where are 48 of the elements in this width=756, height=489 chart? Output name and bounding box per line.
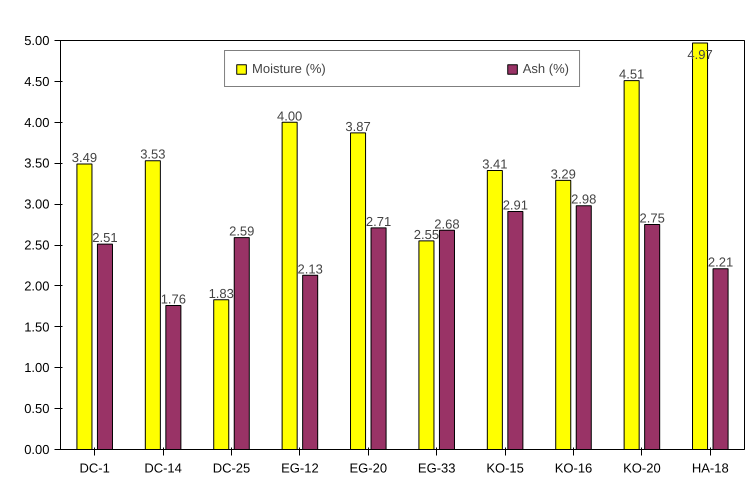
data-label: 2.21 bbox=[708, 254, 734, 270]
bar bbox=[302, 274, 318, 450]
y-tick-label: 2.00 bbox=[24, 278, 50, 294]
data-label: 1.76 bbox=[160, 292, 186, 307]
y-tick-label: 5.00 bbox=[24, 33, 50, 48]
y-tick-label: 0.50 bbox=[24, 401, 50, 416]
data-label: 2.98 bbox=[571, 192, 596, 207]
y-tick-label: 3.50 bbox=[24, 156, 50, 171]
x-tick-label: KO-16 bbox=[554, 460, 592, 476]
bar bbox=[350, 132, 366, 450]
data-label: 2.59 bbox=[229, 224, 254, 239]
x-tick-label: HA-18 bbox=[692, 460, 729, 476]
data-label: 2.71 bbox=[366, 214, 392, 229]
data-label: 3.41 bbox=[482, 156, 508, 172]
y-tick-label: 3.00 bbox=[24, 196, 50, 212]
x-tick-label: EG-33 bbox=[418, 460, 456, 476]
data-label: 3.49 bbox=[72, 150, 98, 166]
bar bbox=[438, 230, 455, 450]
data-label: 2.91 bbox=[502, 197, 528, 212]
x-tick-label: EG-12 bbox=[281, 460, 319, 476]
data-label: 2.51 bbox=[92, 230, 118, 246]
y-tick-label: 1.00 bbox=[24, 360, 50, 376]
legend-label: Ash (%) bbox=[522, 61, 569, 76]
y-tick-label: 1.50 bbox=[24, 319, 50, 334]
bar bbox=[644, 224, 660, 450]
bar bbox=[144, 160, 161, 450]
data-label: 3.53 bbox=[140, 146, 166, 162]
data-label: 1.83 bbox=[208, 286, 234, 301]
y-tick-label: 0.00 bbox=[24, 442, 50, 457]
x-tick-label: KO-15 bbox=[486, 460, 524, 476]
x-tick-label: KO-20 bbox=[623, 460, 661, 476]
data-label: 3.29 bbox=[550, 166, 576, 182]
data-label: 4.00 bbox=[276, 108, 302, 124]
legend-label: Moisture (%) bbox=[252, 61, 326, 76]
bar bbox=[96, 244, 113, 450]
data-label: 2.75 bbox=[640, 210, 665, 226]
x-tick-label: EG-20 bbox=[350, 460, 388, 476]
data-label: 4.51 bbox=[618, 66, 644, 82]
data-label: 3.87 bbox=[345, 118, 371, 134]
bar bbox=[486, 170, 503, 450]
y-tick-label: 4.00 bbox=[24, 114, 50, 130]
data-label: 2.68 bbox=[434, 216, 460, 232]
data-label: 2.13 bbox=[298, 261, 323, 276]
x-tick-label: DC-25 bbox=[212, 460, 250, 476]
x-tick-label: DC-1 bbox=[80, 460, 110, 476]
x-tick-label: DC-14 bbox=[144, 460, 182, 476]
y-tick-label: 2.50 bbox=[24, 238, 50, 252]
y-tick-label: 4.50 bbox=[24, 74, 50, 89]
